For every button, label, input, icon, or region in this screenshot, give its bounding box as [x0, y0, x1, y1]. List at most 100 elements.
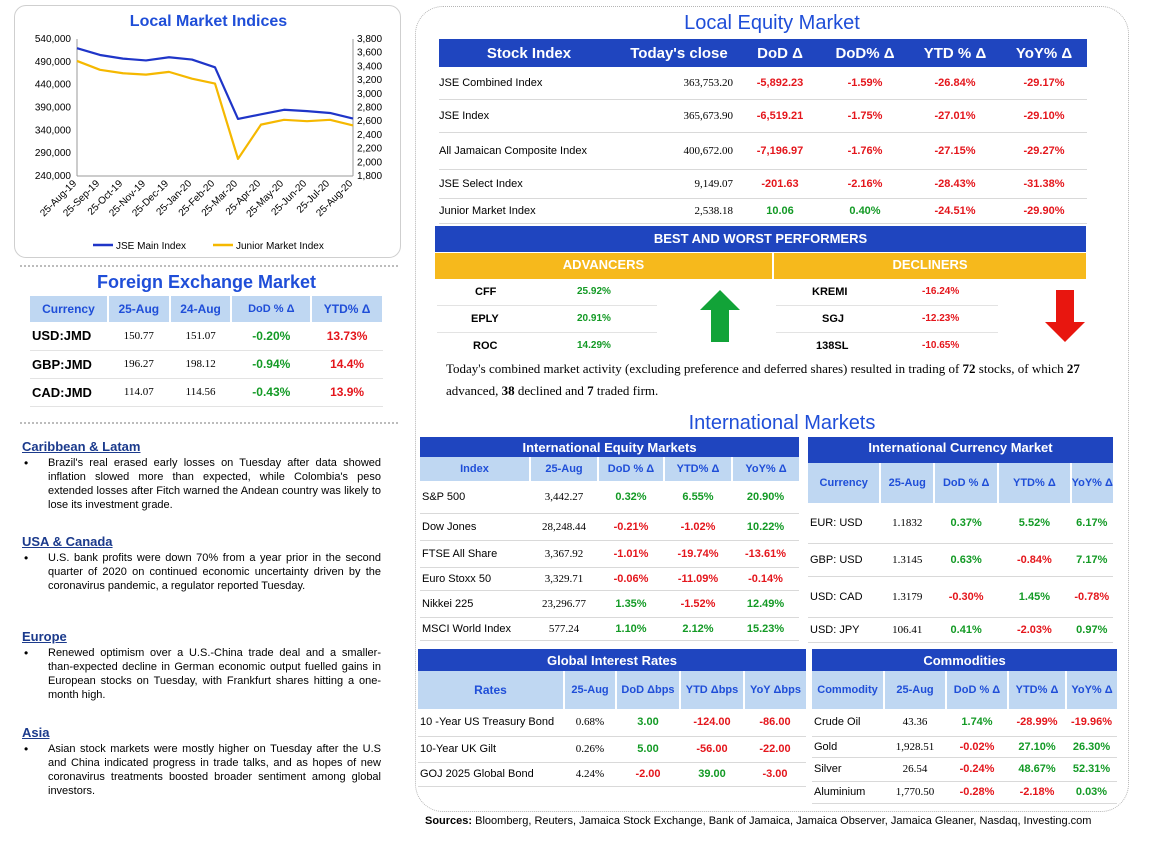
cell: 39.00 — [680, 762, 744, 787]
eq-dodp: -1.59% — [821, 67, 909, 100]
col-header: YoY% Δ — [1070, 463, 1113, 503]
col-header: YoY% Δ — [732, 457, 799, 481]
table-row: Nikkei 225 23,296.77 1.35% -1.52% 12.49% — [420, 590, 799, 618]
col-header: YTD% Δ — [664, 457, 733, 481]
cell: -0.06% — [598, 567, 664, 591]
eq-name: JSE Combined Index — [439, 67, 619, 100]
cell: 2.12% — [664, 617, 732, 641]
eq-dodp: -1.76% — [821, 132, 909, 170]
col-header: 25-Aug — [530, 457, 599, 481]
cell: -2.00 — [616, 762, 680, 787]
news-region-title: Asia — [22, 725, 50, 740]
up-arrow-icon — [700, 290, 740, 342]
cell: GBP: USD — [808, 543, 881, 577]
cell: 0.37% — [934, 503, 999, 544]
cell: 1.74% — [946, 709, 1008, 737]
cell: 106.41 — [880, 617, 935, 643]
decliner-symbol: SGJ — [822, 313, 845, 325]
fx-ytd: 13.73% — [311, 322, 383, 351]
divider — [20, 265, 398, 267]
col-header: DoD % Δ — [946, 671, 1009, 709]
cell: GOJ 2025 Global Bond — [418, 762, 564, 787]
col-header: Rates — [418, 671, 565, 709]
cell: 0.26% — [564, 736, 616, 763]
eq-ytd: -24.51% — [909, 198, 1001, 224]
decliner-pct: -16.24% — [922, 286, 960, 297]
cell: 43.36 — [884, 709, 946, 737]
advancer-symbol: ROC — [473, 340, 498, 352]
summary-text: declined and — [514, 383, 588, 398]
sources-label: Sources: — [425, 815, 473, 827]
eq-ytd: -28.43% — [909, 169, 1001, 199]
eq-yoy: -29.17% — [1001, 67, 1087, 100]
cell: 5.52% — [998, 503, 1071, 544]
news-bullet: Brazil's real erased early losses on Tue… — [22, 456, 381, 512]
intl-currency-title: International Currency Market — [808, 437, 1113, 463]
eq-yoy: -29.27% — [1001, 132, 1087, 170]
cell: 20.90% — [732, 481, 799, 514]
advancer-symbol: CFF — [475, 286, 497, 298]
cell: USD: CAD — [808, 576, 881, 618]
eq-name: Junior Market Index — [439, 198, 619, 224]
col-header: YTD% Δ — [1008, 671, 1067, 709]
eq-header: YTD % Δ — [909, 39, 1001, 67]
decliners-list: KREMI -16.24% SGJ -12.23% 138SL -10.65% — [776, 279, 998, 360]
cell: -13.61% — [732, 540, 799, 568]
news-bullet: U.S. bank profits were down 70% from a y… — [22, 551, 381, 593]
y-tick-label-right: 2,400 — [357, 130, 382, 141]
table-row: GOJ 2025 Global Bond 4.24% -2.00 39.00 -… — [418, 762, 806, 787]
y-tick-label-left: 340,000 — [35, 125, 72, 136]
decliner-symbol: 138SL — [816, 340, 849, 352]
y-tick-label-left: 240,000 — [35, 171, 72, 182]
eq-dod: 10.06 — [739, 198, 821, 224]
cell: 48.67% — [1008, 757, 1066, 782]
eq-dodp: 0.40% — [821, 198, 909, 224]
cell: 7.17% — [1070, 543, 1113, 577]
eq-yoy: -29.90% — [1001, 198, 1087, 224]
fx-ytd: 13.9% — [311, 378, 383, 407]
performers-title: BEST AND WORST PERFORMERS — [435, 226, 1086, 252]
col-header: Index — [420, 457, 531, 481]
cell: -0.28% — [946, 781, 1008, 804]
interest-rates-table: Global Interest Rates Rates 25-Aug DoD Δ… — [418, 649, 806, 787]
eq-dod: -6,519.21 — [739, 99, 821, 133]
col-header: DoD % Δ — [934, 463, 1000, 503]
cell: -2.18% — [1008, 781, 1066, 804]
market-indices-chart-panel: Local Market Indices 540,000 490,000 440,0… — [14, 5, 401, 258]
fx-header: 25-Aug — [107, 296, 171, 322]
cell: -0.78% — [1070, 576, 1113, 618]
cell: S&P 500 — [420, 481, 530, 514]
divider — [20, 422, 398, 424]
cell: 4.24% — [564, 762, 616, 787]
eq-header: Stock Index — [439, 39, 619, 67]
advancer-pct: 20.91% — [577, 313, 611, 324]
cell: 52.31% — [1066, 757, 1117, 782]
fx-currency: USD:JMD — [30, 322, 108, 351]
cell: 1.3145 — [880, 543, 935, 577]
y-tick-label-right: 3,400 — [357, 61, 382, 72]
cell: Gold — [812, 736, 884, 758]
cell: EUR: USD — [808, 503, 881, 544]
cell: 577.24 — [530, 617, 598, 641]
y-tick-label-right: 2,800 — [357, 103, 382, 114]
commodities-title: Commodities — [812, 649, 1117, 671]
summary-total: 72 — [962, 361, 976, 376]
cell: 0.68% — [564, 709, 616, 737]
indices-line-chart: 540,000 490,000 440,000 390,000 340,000 290,0… — [35, 34, 383, 252]
y-tick-label-right: 2,200 — [357, 144, 382, 155]
cell: 10 -Year US Treasury Bond — [418, 709, 564, 737]
cell: -1.02% — [664, 513, 732, 541]
y-tick-label-right: 3,000 — [357, 89, 382, 100]
col-header: Currency — [808, 463, 882, 503]
y-tick-label-right: 3,800 — [357, 34, 382, 45]
eq-ytd: -26.84% — [909, 67, 1001, 100]
eq-dodp: -2.16% — [821, 169, 909, 199]
list-item: ROC 14.29% — [437, 333, 657, 360]
advancers-header: ADVANCERS — [435, 253, 772, 279]
rates-title: Global Interest Rates — [418, 649, 806, 671]
fx-header: 24-Aug — [169, 296, 233, 322]
table-row: USD:JMD 150.77 151.07 -0.20% 13.73% — [30, 322, 383, 351]
table-row: Dow Jones 28,248.44 -0.21% -1.02% 10.22% — [420, 513, 799, 541]
eq-name: JSE Index — [439, 99, 619, 133]
legend-label: Junior Market Index — [236, 241, 324, 252]
